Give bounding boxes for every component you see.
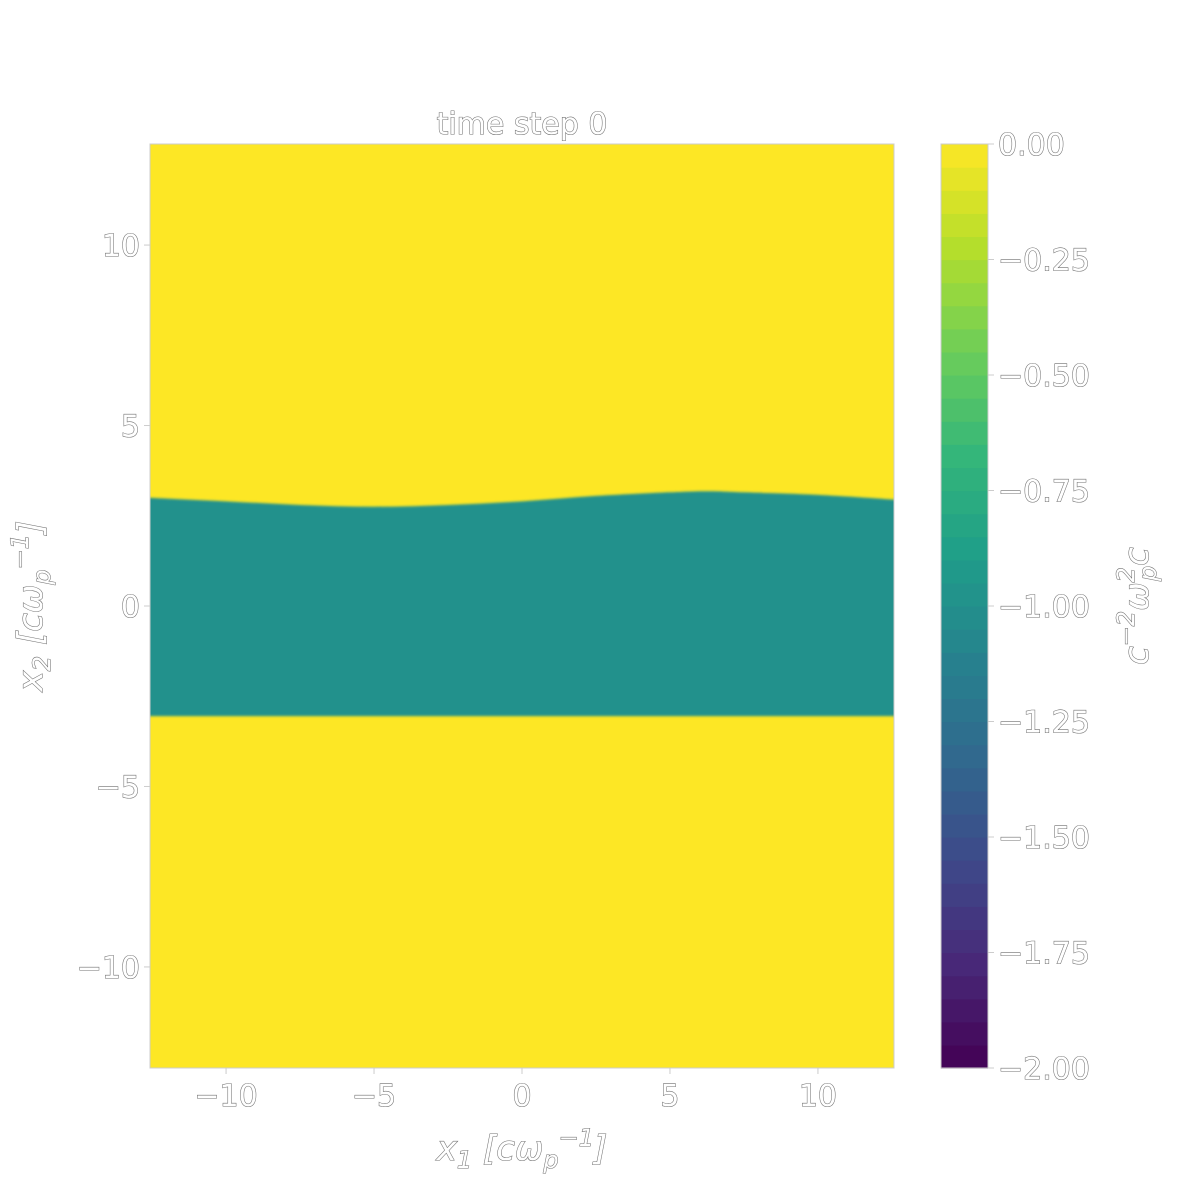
colorbar-level bbox=[941, 167, 988, 191]
colorbar-level bbox=[941, 744, 988, 769]
colorbar-level bbox=[941, 860, 988, 884]
colorbar-level bbox=[941, 698, 988, 723]
colorbar-level bbox=[941, 767, 988, 792]
y-tick-label: 5 bbox=[121, 410, 140, 445]
colorbar-label: c−2ω2pc bbox=[1112, 547, 1162, 665]
x-tick-label: 10 bbox=[799, 1079, 837, 1114]
colorbar-level bbox=[941, 837, 988, 861]
x-tick-label: −10 bbox=[194, 1079, 257, 1114]
colorbar-level bbox=[941, 490, 988, 515]
y-tick-label: 10 bbox=[102, 229, 140, 264]
colorbar-level bbox=[941, 813, 988, 838]
x-axis-ticks: −10 −5 0 5 10 bbox=[194, 1068, 838, 1115]
density-band bbox=[150, 491, 894, 717]
colorbar-tick-label: −0.50 bbox=[998, 359, 1090, 394]
colorbar-level bbox=[941, 1044, 988, 1069]
colorbar-level bbox=[941, 259, 988, 284]
colorbar-level bbox=[941, 652, 988, 676]
colorbar-level bbox=[941, 444, 988, 468]
colorbar-level bbox=[941, 190, 988, 214]
colorbar-level bbox=[941, 536, 988, 561]
colorbar-level bbox=[941, 559, 988, 584]
colorbar-level bbox=[941, 952, 988, 977]
colorbar-level bbox=[941, 398, 988, 422]
colorbar-level bbox=[941, 144, 988, 168]
colorbar-level bbox=[941, 929, 988, 954]
colorbar-level bbox=[941, 721, 988, 746]
colorbar-tick-label: −2.00 bbox=[998, 1052, 1090, 1087]
x-tick-label: 5 bbox=[660, 1079, 679, 1114]
colorbar bbox=[941, 144, 988, 1069]
colorbar-level bbox=[941, 236, 988, 261]
y-axis-label: x2 [cωp−1] bbox=[6, 521, 56, 693]
colorbar-tick-label: −0.25 bbox=[998, 244, 1090, 279]
colorbar-level bbox=[941, 421, 988, 445]
colorbar-level bbox=[941, 282, 988, 307]
colorbar-ticks: 0.00 −0.25 −0.50 −0.75 −1.00 −1.25 −1.50 −1.75 −… bbox=[988, 127, 1090, 1088]
colorbar-level bbox=[941, 213, 988, 237]
colorbar-level bbox=[941, 975, 988, 1000]
colorbar-level bbox=[941, 375, 988, 399]
colorbar-tick-label: −0.75 bbox=[998, 475, 1090, 510]
colorbar-level bbox=[941, 883, 988, 907]
y-tick-label: −5 bbox=[96, 770, 140, 805]
colorbar-level bbox=[941, 1021, 988, 1046]
colorbar-level bbox=[941, 675, 988, 699]
chart-title: time step 0 bbox=[437, 107, 608, 142]
colorbar-level bbox=[941, 582, 988, 607]
colorbar-tick-label: −1.50 bbox=[998, 821, 1090, 856]
y-tick-label: −10 bbox=[77, 951, 140, 986]
colorbar-level bbox=[941, 513, 988, 538]
colorbar-level bbox=[941, 629, 988, 653]
colorbar-level bbox=[941, 328, 988, 353]
x-tick-label: 0 bbox=[512, 1079, 531, 1114]
colorbar-tick-label: −1.25 bbox=[998, 706, 1090, 741]
colorbar-level bbox=[941, 351, 988, 376]
y-axis-ticks: 10 5 0 −5 −10 bbox=[76, 229, 150, 986]
colorbar-tick-label: −1.00 bbox=[998, 590, 1090, 625]
x-axis-label: x1 [cωp−1] bbox=[436, 1124, 608, 1174]
plot-area bbox=[150, 144, 894, 1068]
colorbar-level bbox=[941, 467, 988, 492]
colorbar-level bbox=[941, 790, 988, 815]
colorbar-level bbox=[941, 998, 988, 1023]
colorbar-tick-label: 0.00 bbox=[998, 128, 1065, 163]
y-tick-label: 0 bbox=[121, 590, 140, 625]
x-tick-label: −5 bbox=[352, 1079, 396, 1114]
colorbar-level bbox=[941, 606, 988, 630]
colorbar-level bbox=[941, 906, 988, 930]
colorbar-level bbox=[941, 305, 988, 330]
colorbar-tick-label: −1.75 bbox=[998, 937, 1090, 972]
